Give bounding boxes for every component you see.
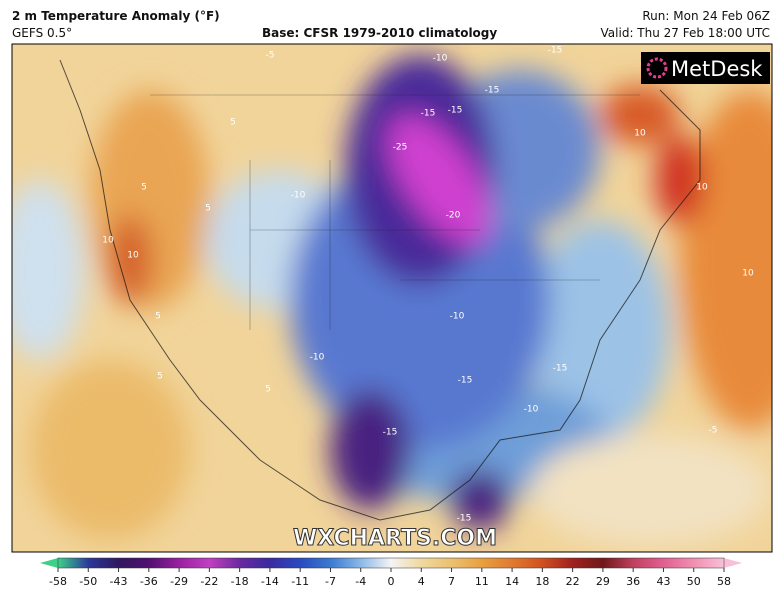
contour-label: -10 xyxy=(524,405,539,415)
logo: MetDesk xyxy=(671,57,763,81)
valid-time: Valid: Thu 27 Feb 18:00 UTC xyxy=(601,26,770,40)
colorbar-tick-label: 43 xyxy=(656,575,670,588)
colorbar-tick-label: 0 xyxy=(388,575,395,588)
contour-label: 10 xyxy=(634,129,646,139)
colorbar-right-end xyxy=(724,558,742,568)
contour-label: -15 xyxy=(458,376,473,386)
colorbar-tick-label: 11 xyxy=(475,575,489,588)
contour-label: -10 xyxy=(310,353,325,363)
colorbar-tick-label: 50 xyxy=(687,575,701,588)
colorbar-left-end xyxy=(40,558,58,568)
colorbar-tick-label: -7 xyxy=(325,575,336,588)
contour-labels: -5 -10 -15 -15 -15 -15 5 5 10 10 -25 -10 -20 10 10 10 5 -… xyxy=(102,46,754,524)
contour-label: -15 xyxy=(457,514,472,524)
contour-label: 5 xyxy=(205,204,211,214)
colorbar-scale xyxy=(57,557,725,569)
watermark: WXCHARTS.COM xyxy=(293,526,497,551)
contour-label: 5 xyxy=(141,183,147,193)
logo-box xyxy=(641,52,770,84)
model: GEFS 0.5° xyxy=(12,26,72,40)
colorbar-tick-label: 4 xyxy=(418,575,425,588)
colorbar-tick-label: -4 xyxy=(355,575,366,588)
colorbar: -58 -50 -43 -36 -29 -22 -18 -14 -11 -7 -4 0 4 7 11 14 18… xyxy=(40,557,742,588)
contour-label: 10 xyxy=(742,269,754,279)
contour-label: -25 xyxy=(393,143,408,153)
colorbar-tick-label: 22 xyxy=(566,575,580,588)
base: Base: CFSR 1979-2010 climatology xyxy=(262,26,497,40)
colorbar-tick-label: -29 xyxy=(170,575,188,588)
contour-label: -10 xyxy=(433,54,448,64)
colorbar-tick-label: -11 xyxy=(291,575,309,588)
contour-label: 5 xyxy=(230,118,236,128)
colorbar-tick-label: -22 xyxy=(200,575,218,588)
title: 2 m Temperature Anomaly (°F) xyxy=(12,9,220,23)
colorbar-tick-label: 18 xyxy=(535,575,549,588)
contour-label: -15 xyxy=(383,428,398,438)
contour-label: -15 xyxy=(448,106,463,116)
colorbar-tick-label: -58 xyxy=(49,575,67,588)
colorbar-tick-label: 58 xyxy=(717,575,731,588)
map: -5 -10 -15 -15 -15 -15 5 5 10 10 -25 -10 -20 10 10 10 5 -… xyxy=(12,44,772,552)
colorbar-tick-label: 14 xyxy=(505,575,519,588)
contour-label: -20 xyxy=(446,211,461,221)
contour-label: -5 xyxy=(709,426,718,436)
colorbar-tick-label: -36 xyxy=(140,575,158,588)
contour-label: -5 xyxy=(266,51,275,61)
contour-label: 5 xyxy=(265,385,271,395)
colorbar-tick-label: 36 xyxy=(626,575,640,588)
colorbar-tick-label: 7 xyxy=(448,575,455,588)
contour-label: -15 xyxy=(485,86,500,96)
colorbar-tick-label: -14 xyxy=(261,575,279,588)
contour-label: 5 xyxy=(157,372,163,382)
contour-label: 10 xyxy=(696,183,708,193)
colorbar-tick-label: 29 xyxy=(596,575,610,588)
contour-label: -15 xyxy=(421,109,436,119)
colorbar-tick-label: -50 xyxy=(79,575,97,588)
run-time: Run: Mon 24 Feb 06Z xyxy=(642,9,770,23)
contour-label: -15 xyxy=(548,46,563,56)
colorbar-tick-label: -18 xyxy=(231,575,249,588)
contour-label: -10 xyxy=(291,191,306,201)
colorbar-tick-label: -43 xyxy=(110,575,128,588)
contour-label: 10 xyxy=(102,236,114,246)
logo-icon xyxy=(646,57,668,79)
contour-label: 10 xyxy=(127,251,139,261)
contour-label: -15 xyxy=(553,364,568,374)
map-frame xyxy=(11,43,773,553)
contour-label: -10 xyxy=(450,312,465,322)
contour-label: 5 xyxy=(155,312,161,322)
